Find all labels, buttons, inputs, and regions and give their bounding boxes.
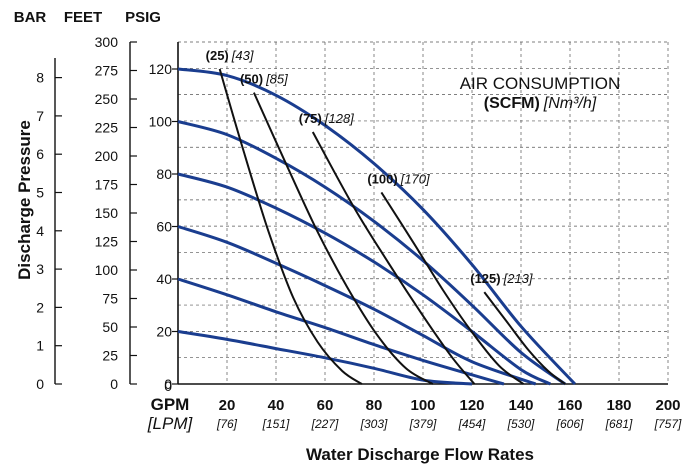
legend-scfm: (SCFM) [484,95,540,112]
x-tick-label-zero: 0 [164,378,172,394]
feet-tick-label: 100 [95,262,119,278]
air-consumption-nm3h: [43] [231,48,254,63]
air-consumption-curve [483,291,566,385]
air-consumption-nm3h: [85] [265,72,288,87]
x-tick-label-gpm: 80 [366,397,383,414]
x-tick-label-gpm: 200 [655,397,680,414]
legend-nm3h: [Nm³/h] [543,95,597,112]
air-consumption-curve [380,191,525,385]
curves [177,67,576,386]
psig-tick-label: 20 [156,324,172,340]
pressure-curve [177,67,576,386]
air-consumption-label: (50) [85] [240,72,288,87]
feet-tick-label: 50 [102,319,118,335]
bar-tick-label: 1 [36,338,44,354]
gpm-unit-label: GPM [151,395,190,414]
tick-labels: 0204060801001200255075100125150175200225… [36,34,682,431]
x-tick-label-gpm: 140 [508,397,533,414]
psig-unit-label: PSIG [125,9,161,26]
x-tick-label-lpm: [757] [654,417,682,431]
x-tick-label-gpm: 20 [219,397,236,414]
air-consumption-label: (75) [128] [299,111,354,126]
pressure-curve [177,225,537,386]
feet-tick-label: 225 [95,120,119,136]
feet-tick-label: 175 [95,177,119,193]
air-consumption-label: (25) [43] [206,48,254,63]
psig-tick-label: 0 [164,376,172,392]
legend-units: (SCFM) [Nm³/h] [484,95,597,112]
x-tick-label-gpm: 100 [410,397,435,414]
bar-tick-label: 6 [36,146,44,162]
pressure-curve [177,120,566,386]
x-tick-label-lpm: [151] [262,417,290,431]
feet-tick-label: 25 [102,348,118,364]
air-consumption-curve [311,131,476,385]
bar-tick-label: 4 [36,223,44,239]
x-tick-label-gpm: 160 [557,397,582,414]
air-consumption-nm3h: [213] [503,271,533,286]
air-consumption-scfm: (25) [206,48,229,63]
feet-tick-label: 0 [110,376,118,392]
pressure-curve [177,172,552,386]
x-axis-title: Water Discharge Flow Rates [306,445,534,464]
air-consumption-nm3h: [170] [400,171,430,186]
air-consumption-scfm: (50) [240,72,263,87]
feet-unit-label: FEET [64,9,102,26]
x-tick-label-lpm: [76] [216,417,238,431]
feet-tick-label: 300 [95,34,119,50]
feet-tick-label: 150 [95,205,119,221]
feet-tick-label: 275 [95,63,119,79]
air-consumption-label: (100) [170] [367,171,430,186]
x-tick-label-gpm: 60 [317,397,334,414]
bar-tick-label: 5 [36,185,44,201]
bar-tick-label: 2 [36,299,44,315]
psig-tick-label: 120 [149,61,173,77]
pressure-curve [177,277,505,386]
psig-tick-label: 60 [156,219,172,235]
lpm-unit-label: [LPM] [147,414,194,433]
x-tick-label-lpm: [681] [605,417,633,431]
bar-unit-label: BAR [14,9,47,26]
air-consumption-label: (125) [213] [470,271,533,286]
air-consumption-curve [218,68,363,385]
x-tick-label-lpm: [530] [507,417,535,431]
air-consumption-nm3h: [128] [324,111,354,126]
feet-tick-label: 75 [102,291,118,307]
bar-tick-label: 0 [36,376,44,392]
air-consumption-scfm: (75) [299,111,322,126]
air-consumption-curve [252,92,434,385]
air-consumption-scfm: (125) [470,271,500,286]
x-tick-label-lpm: [379] [409,417,437,431]
x-tick-label-lpm: [227] [311,417,339,431]
air-consumption-scfm: (100) [367,171,397,186]
air-consumption-labels: (25) [43] (50) [85] (75) [128] (100) [170] (125)… [206,48,533,286]
psig-tick-label: 40 [156,271,172,287]
feet-tick-label: 200 [95,148,119,164]
bar-tick-label: 3 [36,261,44,277]
bar-tick-label: 8 [36,70,44,86]
legend-title: AIR CONSUMPTION [460,74,621,93]
x-tick-label-gpm: 40 [268,397,285,414]
bar-tick-label: 7 [36,108,44,124]
x-tick-label-lpm: [454] [458,417,486,431]
grid [177,41,669,385]
x-tick-label-gpm: 120 [459,397,484,414]
psig-tick-label: 100 [149,114,173,130]
x-tick-label-gpm: 180 [606,397,631,414]
feet-tick-label: 125 [95,234,119,250]
feet-tick-label: 250 [95,91,119,107]
x-tick-label-lpm: [606] [556,417,584,431]
x-tick-label-lpm: [303] [360,417,388,431]
psig-tick-label: 80 [156,166,172,182]
y-axis-title: Discharge Pressure [15,120,34,280]
